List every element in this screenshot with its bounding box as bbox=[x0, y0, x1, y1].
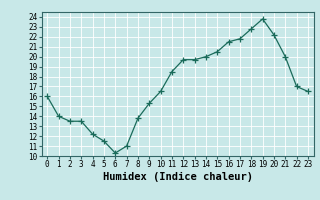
X-axis label: Humidex (Indice chaleur): Humidex (Indice chaleur) bbox=[103, 172, 252, 182]
